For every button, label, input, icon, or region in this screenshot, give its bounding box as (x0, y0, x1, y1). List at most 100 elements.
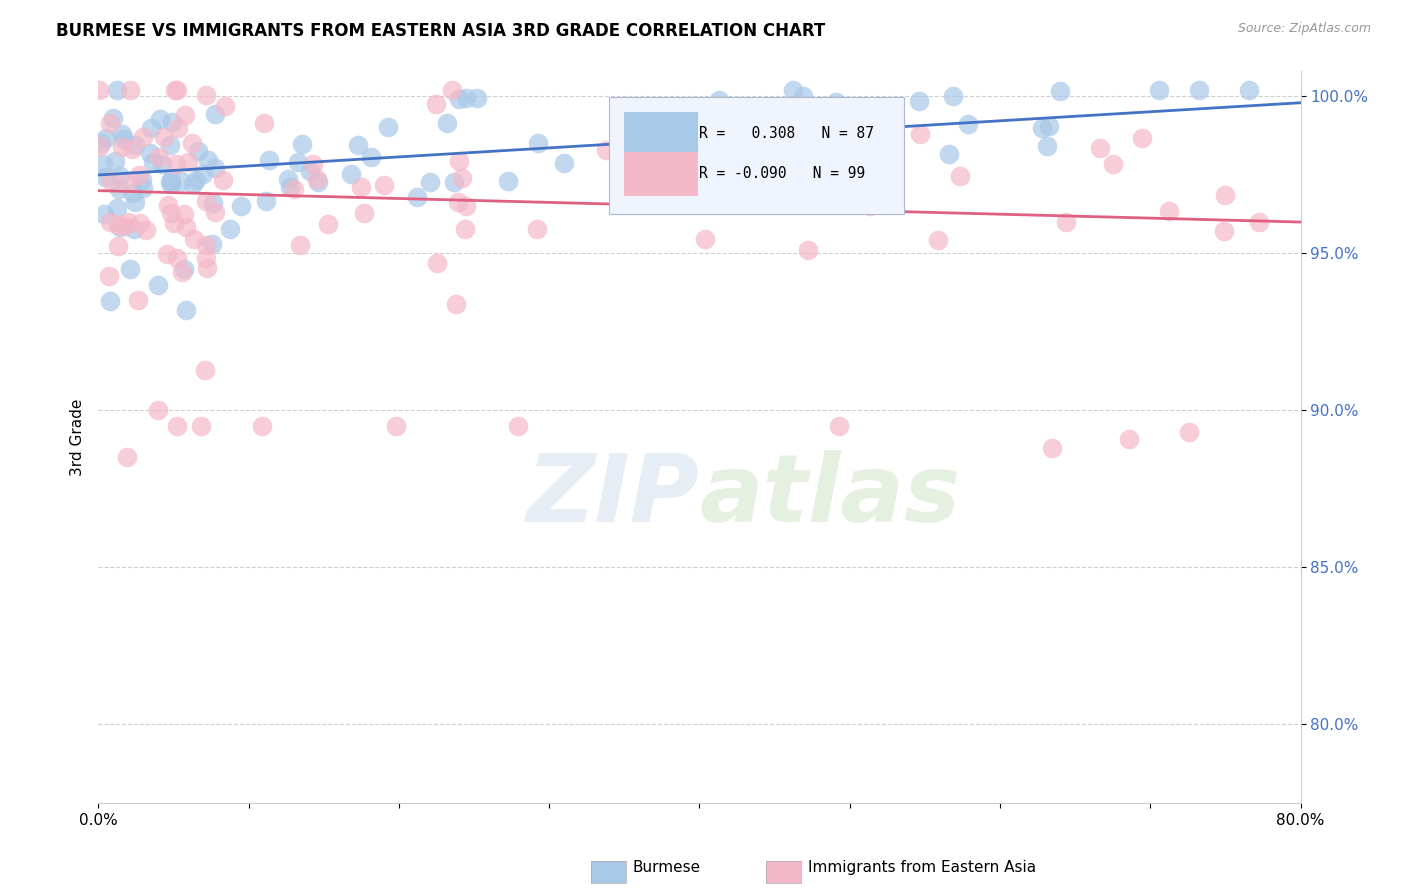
Text: Burmese: Burmese (633, 860, 700, 874)
Point (377, 120, 399, 135)
Text: BURMESE VS IMMIGRANTS FROM EASTERN ASIA 3RD GRADE CORRELATION CHART: BURMESE VS IMMIGRANTS FROM EASTERN ASIA … (56, 22, 825, 40)
Point (94, 170, 117, 185)
Point (553, 156, 575, 170)
Point (173, 207, 195, 221)
Point (117, 176, 139, 190)
Point (1237, 83, 1260, 97)
Point (117, 215, 139, 229)
Point (98, 293, 121, 308)
Point (828, 419, 851, 434)
Point (160, 177, 183, 191)
Point (184, 172, 207, 186)
Point (454, 222, 477, 236)
Point (93, 207, 115, 221)
Point (194, 363, 217, 377)
Point (139, 145, 162, 160)
Point (1054, 215, 1077, 229)
Point (181, 177, 204, 191)
Point (828, 154, 851, 169)
Point (696, 143, 718, 157)
Point (187, 145, 209, 159)
Point (231, 199, 253, 213)
Point (156, 247, 179, 261)
Point (425, 256, 447, 270)
Point (170, 265, 193, 279)
Point (166, 83, 188, 97)
Point (91, 156, 114, 170)
Point (298, 164, 321, 178)
Point (214, 99, 236, 113)
Point (595, 143, 617, 157)
Point (128, 168, 150, 182)
Point (347, 138, 370, 153)
Point (165, 156, 187, 170)
Point (957, 117, 980, 131)
Point (204, 161, 226, 175)
Point (1249, 215, 1271, 229)
Point (797, 243, 820, 257)
Point (96, 130, 118, 145)
Point (465, 91, 488, 105)
Point (195, 194, 218, 209)
Point (693, 232, 716, 246)
Point (105, 202, 128, 216)
Point (451, 171, 474, 186)
Point (444, 297, 467, 311)
Point (129, 216, 152, 230)
Point (97, 268, 120, 283)
Point (166, 419, 188, 434)
Point (107, 219, 129, 233)
Point (454, 199, 477, 213)
Point (942, 88, 965, 103)
Point (104, 154, 127, 169)
Point (291, 136, 314, 151)
Text: R =   0.308   N = 87: R = 0.308 N = 87 (700, 126, 875, 141)
Point (360, 150, 382, 164)
Point (254, 194, 277, 209)
Point (201, 236, 224, 251)
Point (283, 182, 305, 196)
Point (1157, 204, 1180, 219)
FancyBboxPatch shape (624, 112, 699, 155)
Point (160, 115, 183, 129)
Point (166, 251, 188, 265)
Point (307, 175, 329, 189)
Point (1102, 157, 1125, 171)
Point (1147, 83, 1170, 97)
Point (191, 168, 214, 182)
Point (831, 165, 853, 179)
Point (177, 154, 200, 169)
Point (1038, 120, 1060, 134)
Point (111, 127, 134, 141)
Point (305, 171, 328, 186)
Point (385, 419, 408, 434)
FancyBboxPatch shape (609, 97, 904, 214)
Point (447, 92, 470, 106)
Point (89, 138, 111, 153)
Point (211, 173, 233, 187)
Point (174, 108, 197, 122)
Point (159, 137, 181, 152)
Point (506, 419, 529, 434)
Point (98, 215, 121, 229)
Point (277, 172, 299, 186)
Point (174, 219, 197, 234)
Point (195, 87, 218, 102)
Point (163, 83, 186, 97)
Point (98, 116, 121, 130)
Point (219, 222, 242, 236)
Point (141, 120, 163, 135)
Point (1188, 83, 1211, 97)
Point (253, 116, 276, 130)
Point (908, 94, 931, 108)
Point (142, 154, 165, 169)
Point (115, 450, 138, 465)
Point (100, 174, 122, 188)
Point (114, 219, 136, 234)
Point (280, 180, 302, 194)
Point (149, 112, 172, 127)
Point (110, 169, 132, 183)
Point (624, 171, 647, 186)
Point (257, 153, 280, 167)
Point (496, 174, 519, 188)
